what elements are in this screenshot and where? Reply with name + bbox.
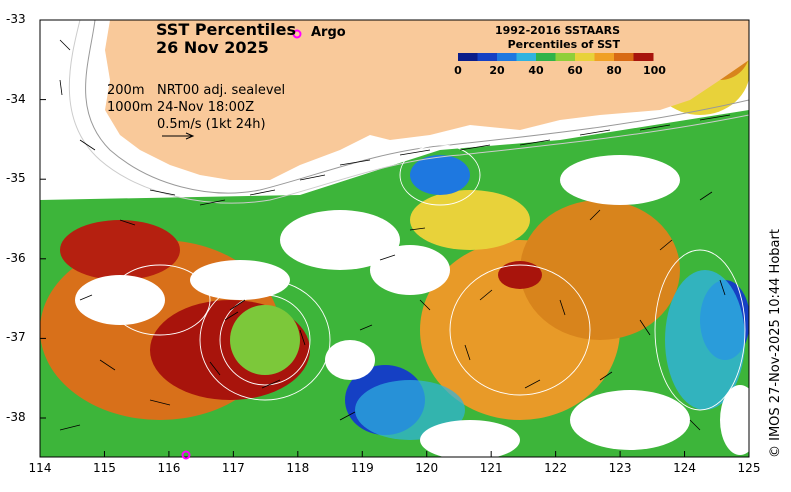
map-title: SST Percentiles (156, 20, 296, 39)
longitude-label: 117 (221, 461, 245, 475)
no-data-cloud-5 (570, 390, 690, 450)
latitude-ticks (40, 19, 46, 419)
current-arrows (59, 39, 731, 431)
legend-swatch (594, 53, 615, 61)
longitude-label: 119 (350, 461, 374, 475)
latitude-label: -35 (6, 171, 26, 186)
scale-label: 0.5m/s (1kt 24h) (157, 117, 266, 132)
longitude-label: 116 (157, 461, 181, 475)
no-data-cloud-8 (720, 385, 749, 455)
model-label: NRT00 adj. sealevel (157, 83, 286, 98)
legend-tick-label: 60 (567, 64, 583, 77)
legend-title-1: 1992-2016 SSTAARS (494, 24, 620, 37)
no-data-cloud-7 (325, 340, 375, 380)
legend-swatch (477, 53, 498, 61)
no-data-cloud-4 (75, 275, 165, 325)
longitude-label: 121 (479, 461, 503, 475)
sst-cyan-east (665, 270, 745, 410)
no-data-cloud-2 (370, 245, 450, 295)
no-data-center (280, 210, 400, 270)
isobath-200m-label: 200m (107, 83, 145, 98)
isobath-1000m-label: 1000m (107, 100, 153, 115)
no-data-cloud-3 (190, 260, 290, 300)
longitude-label: 120 (415, 461, 439, 475)
legend-tick-label: 100 (643, 64, 666, 77)
longitude-label: 115 (93, 461, 116, 475)
sst-hot-west (60, 220, 180, 280)
legend-swatch (536, 53, 556, 61)
longitude-label: 118 (286, 461, 310, 475)
time-label: 24-Nov 18:00Z (157, 100, 255, 115)
legend-swatch (633, 53, 654, 61)
legend-swatch (575, 53, 595, 61)
latitude-label: -34 (6, 91, 26, 106)
latitude-label: -33 (6, 12, 26, 26)
legend-tick-label: 80 (606, 64, 622, 77)
isobath-200m (85, 20, 749, 194)
legend-swatch (516, 53, 537, 61)
argo-legend-marker (292, 29, 302, 39)
no-data-cloud-9 (560, 155, 680, 205)
scale-arrow-head (185, 132, 195, 140)
legend-tick-label: 40 (528, 64, 544, 77)
longitude-ticks (39, 451, 750, 457)
legend-title-2: Percentiles of SST (507, 38, 620, 51)
legend-swatch (614, 53, 634, 61)
no-data-cloud-6 (420, 420, 520, 457)
sst-hot-center (498, 261, 542, 289)
sst-cool-eddy (230, 305, 300, 375)
longitude-label: 125 (737, 461, 761, 475)
legend-tick-label: 0 (454, 64, 462, 77)
longitude-label: 124 (673, 461, 696, 475)
latitude-label: -38 (6, 410, 26, 424)
legend-colorbar (458, 53, 654, 61)
sst-blue-northeast (410, 155, 470, 195)
legend-swatch (497, 53, 517, 61)
sst-orange-east (520, 200, 680, 340)
sst-yellow-band (410, 190, 530, 250)
argo-label: Argo (311, 25, 346, 40)
imos-credit: © IMOS 27-Nov-2025 10:44 Hobart (768, 229, 783, 458)
isobath-1000m (68, 20, 749, 204)
map-field (40, 20, 749, 457)
latitude-label: -37 (6, 330, 26, 345)
legend-tick-label: 20 (489, 64, 505, 77)
map-date: 26 Nov 2025 (156, 38, 269, 57)
no-data-west (40, 20, 240, 195)
legend-swatch (555, 53, 576, 61)
longitude-label: 123 (608, 461, 632, 475)
longitude-label: 122 (544, 461, 568, 475)
plot-frame (39, 19, 750, 458)
argo-float-marker (181, 450, 191, 460)
legend-swatch (458, 53, 478, 61)
latitude-label: -36 (6, 250, 26, 265)
sealevel-contours (109, 144, 746, 411)
longitude-label: 114 (28, 461, 52, 475)
